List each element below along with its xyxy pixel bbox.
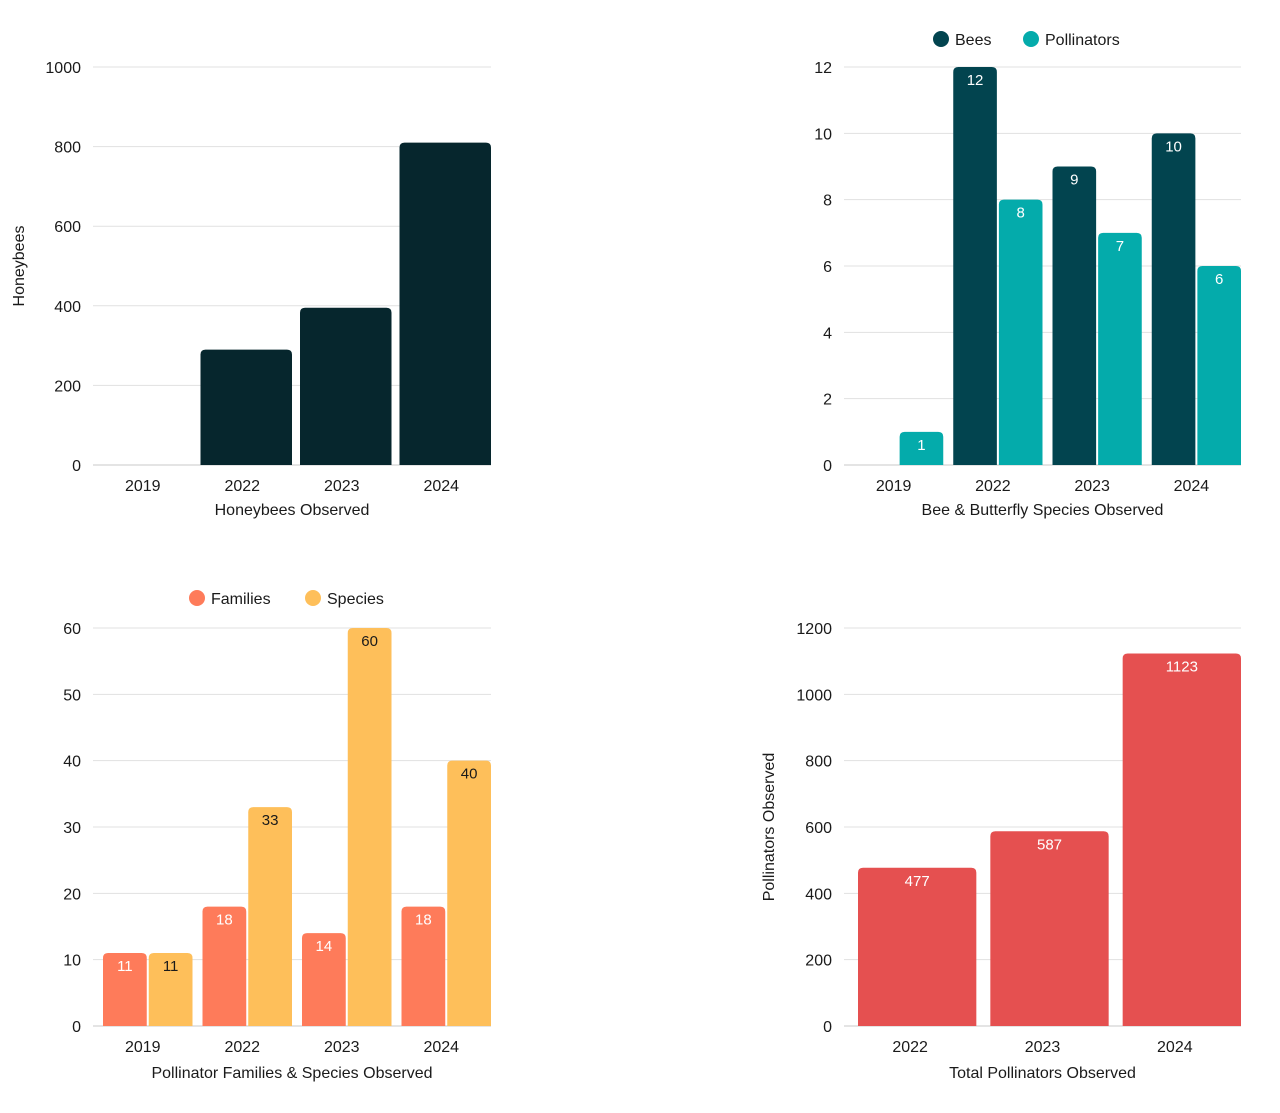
bar (899, 431, 944, 465)
species-chart: 0 2 4 6 8 10 12 2019 1 2022 12 8 2023 9 7 2024 10 6 Bee & … (814, 31, 1241, 519)
legend-label: Species (327, 591, 384, 608)
data-label: 1 (917, 437, 925, 454)
legend-swatch (305, 590, 321, 606)
x-tick-label: 2023 (1025, 1039, 1061, 1056)
data-label: 11 (163, 958, 179, 975)
data-label: 60 (361, 633, 378, 650)
x-tick-label: 2019 (125, 478, 161, 495)
x-axis-title: Honeybees Observed (215, 502, 370, 519)
y-tick-label: 0 (72, 1019, 81, 1036)
x-tick-label: 2022 (975, 478, 1011, 495)
x-tick-label: 2019 (125, 1039, 161, 1056)
bar (1122, 653, 1241, 1026)
data-label: 6 (1215, 271, 1223, 288)
bar (1197, 266, 1241, 465)
y-tick-label: 200 (54, 378, 81, 395)
bar (347, 628, 392, 1026)
x-axis-title: Total Pollinators Observed (949, 1065, 1136, 1082)
bar (447, 760, 491, 1026)
y-tick-label: 8 (823, 193, 832, 210)
bar (1052, 166, 1097, 465)
y-tick-label: 600 (54, 219, 81, 236)
legend-label: Pollinators (1045, 32, 1120, 49)
y-tick-label: 60 (63, 621, 81, 638)
bar (1098, 232, 1142, 465)
x-tick-label: 2023 (1074, 478, 1110, 495)
bar (200, 349, 292, 465)
bar (103, 953, 147, 1026)
y-tick-label: 40 (63, 754, 81, 771)
data-label: 587 (1037, 836, 1062, 853)
x-tick-label: 2023 (324, 1039, 360, 1056)
y-tick-label: 0 (823, 458, 832, 475)
y-tick-label: 400 (54, 299, 81, 316)
legend-swatch (933, 31, 949, 47)
data-label: 18 (415, 912, 432, 929)
data-label: 7 (1116, 238, 1124, 255)
bar (300, 307, 392, 465)
y-tick-label: 4 (823, 325, 832, 342)
y-tick-label: 30 (63, 820, 81, 837)
legend-label: Bees (955, 32, 991, 49)
families-species-chart: 0 10 20 30 40 50 60 2019 11 11 2022 18 33 2023 14 60 202… (63, 590, 491, 1082)
x-tick-label: 2024 (1174, 478, 1210, 495)
bar (148, 953, 193, 1026)
y-tick-label: 1200 (796, 621, 832, 638)
y-tick-label: 600 (805, 820, 832, 837)
total-pollinators-chart: 0 200 400 600 800 1000 1200 2022 477 2023 587 2024 1… (761, 621, 1241, 1082)
data-label: 12 (967, 72, 984, 89)
y-tick-label: 800 (54, 140, 81, 157)
bar (302, 933, 346, 1026)
legend-label: Families (211, 591, 271, 608)
y-tick-label: 2 (823, 392, 832, 409)
data-label: 1123 (1166, 659, 1198, 676)
data-label: 477 (905, 873, 930, 890)
y-tick-label: 10 (814, 126, 832, 143)
y-tick-label: 0 (72, 458, 81, 475)
y-tick-label: 50 (63, 687, 81, 704)
y-tick-label: 10 (63, 953, 81, 970)
x-tick-label: 2024 (1157, 1039, 1193, 1056)
legend-swatch (1023, 31, 1039, 47)
data-label: 33 (262, 812, 279, 829)
data-label: 18 (216, 912, 233, 929)
y-tick-label: 200 (805, 953, 832, 970)
honeybees-chart: 0 200 400 600 800 1000 2019 2022 2023 2024 Honeybe… (11, 60, 491, 519)
bar (990, 831, 1109, 1026)
data-label: 11 (117, 958, 133, 975)
x-tick-label: 2024 (423, 478, 459, 495)
data-label: 14 (316, 938, 333, 955)
y-tick-label: 20 (63, 886, 81, 903)
x-tick-label: 2022 (224, 478, 260, 495)
data-label: 10 (1165, 138, 1182, 155)
y-axis-title: Honeybees (11, 226, 28, 307)
y-tick-label: 400 (805, 886, 832, 903)
y-tick-label: 12 (814, 60, 832, 77)
x-tick-label: 2022 (224, 1039, 260, 1056)
x-tick-label: 2024 (423, 1039, 459, 1056)
bar (248, 807, 292, 1026)
bar (953, 67, 997, 465)
y-tick-label: 800 (805, 754, 832, 771)
x-axis-title: Bee & Butterfly Species Observed (922, 502, 1164, 519)
y-tick-label: 6 (823, 259, 832, 276)
y-tick-label: 0 (823, 1019, 832, 1036)
x-tick-label: 2023 (324, 478, 360, 495)
y-tick-label: 1000 (45, 60, 81, 77)
data-label: 40 (461, 766, 478, 783)
data-label: 8 (1017, 205, 1025, 222)
data-label: 9 (1070, 172, 1078, 189)
x-tick-label: 2019 (876, 478, 912, 495)
bar (998, 199, 1043, 465)
bar (1151, 133, 1196, 466)
bar (399, 142, 491, 465)
bar (202, 906, 247, 1026)
y-tick-label: 1000 (796, 687, 832, 704)
y-axis-title: Pollinators Observed (761, 753, 778, 902)
x-tick-label: 2022 (892, 1039, 928, 1056)
bar (858, 867, 977, 1026)
x-axis-title: Pollinator Families & Species Observed (151, 1065, 432, 1082)
bar (401, 906, 446, 1026)
legend-swatch (189, 590, 205, 606)
